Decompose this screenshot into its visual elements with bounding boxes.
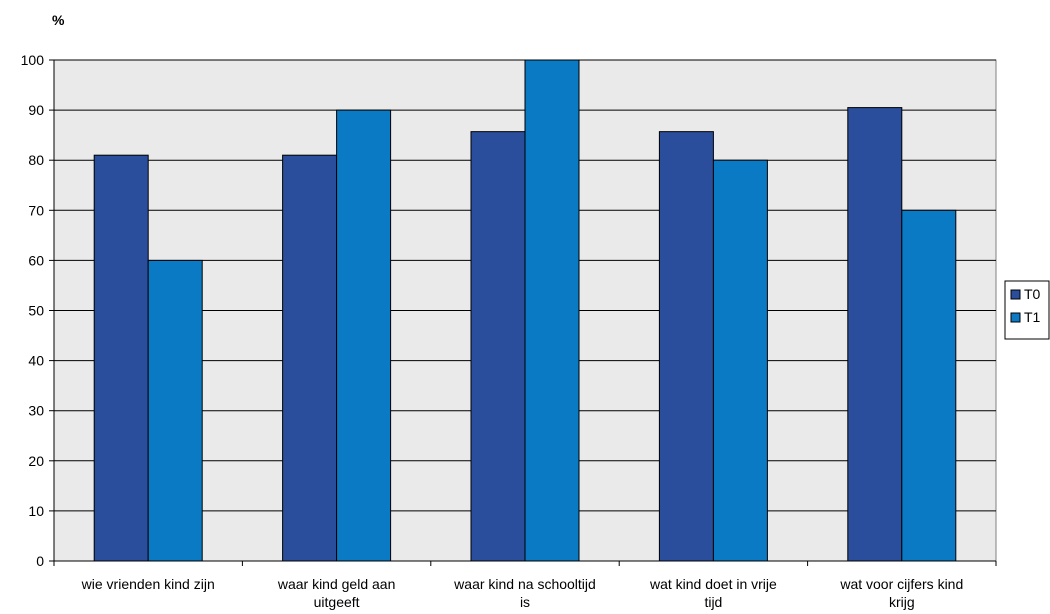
x-category-label: wat kind doet in vrije tijd bbox=[649, 576, 777, 610]
x-category-label-line: uitgeeft bbox=[314, 594, 360, 610]
legend-swatch-t1 bbox=[1010, 312, 1021, 323]
bar-t1-1 bbox=[147, 259, 203, 562]
x-category-label: waar kind na schooltijd is bbox=[453, 576, 596, 610]
x-axis-labels: wie vrienden kind zijn waar kind geld aan… bbox=[81, 576, 964, 610]
x-category-label-line: wat voor cijfers kind bbox=[839, 576, 963, 592]
y-tick-label: 100 bbox=[21, 52, 45, 68]
legend-swatch-t0 bbox=[1010, 289, 1021, 300]
bar-t1-5 bbox=[901, 209, 957, 562]
y-tick-label: 90 bbox=[28, 102, 44, 118]
bar-t1-2 bbox=[336, 109, 392, 562]
x-category-label: waar kind geld aan uitgeeft bbox=[277, 576, 396, 610]
x-category-label-line: wie vrienden kind zijn bbox=[81, 576, 215, 592]
y-axis-title: % bbox=[52, 12, 65, 28]
bar-t1-4 bbox=[712, 159, 768, 562]
x-category-label-line: tijd bbox=[704, 594, 722, 610]
legend-label-t1: T1 bbox=[1024, 309, 1041, 325]
x-category-label-line: krijg bbox=[889, 594, 915, 610]
x-category-label-line: waar kind na schooltijd bbox=[453, 576, 596, 592]
x-category-label-line: wat kind doet in vrije bbox=[649, 576, 777, 592]
legend-label-t0: T0 bbox=[1024, 286, 1041, 302]
bar-t1-3 bbox=[524, 59, 580, 562]
y-tick-label: 50 bbox=[28, 303, 44, 319]
y-tick-label: 40 bbox=[28, 353, 44, 369]
y-tick-label: 60 bbox=[28, 252, 44, 268]
x-category-label: wie vrienden kind zijn bbox=[81, 576, 215, 592]
y-tick-label: 70 bbox=[28, 202, 44, 218]
x-category-label-line: is bbox=[520, 594, 530, 610]
y-tick-label: 10 bbox=[28, 503, 44, 519]
y-tick-label: 0 bbox=[36, 553, 44, 569]
x-category-label: wat voor cijfers kind krijg bbox=[839, 576, 963, 610]
y-tick-label: 30 bbox=[28, 403, 44, 419]
bar-t0-2 bbox=[282, 154, 338, 562]
y-axis-ticks: 0 10 20 30 40 50 60 70 80 90 100 bbox=[21, 52, 54, 569]
bar-t0-1 bbox=[93, 154, 149, 562]
bar-t0-3 bbox=[470, 131, 526, 562]
y-tick-label: 20 bbox=[28, 453, 44, 469]
x-category-label-line: waar kind geld aan bbox=[277, 576, 396, 592]
bar-t0-5 bbox=[847, 107, 903, 562]
bar-t0-4 bbox=[658, 131, 714, 562]
y-tick-label: 80 bbox=[28, 152, 44, 168]
